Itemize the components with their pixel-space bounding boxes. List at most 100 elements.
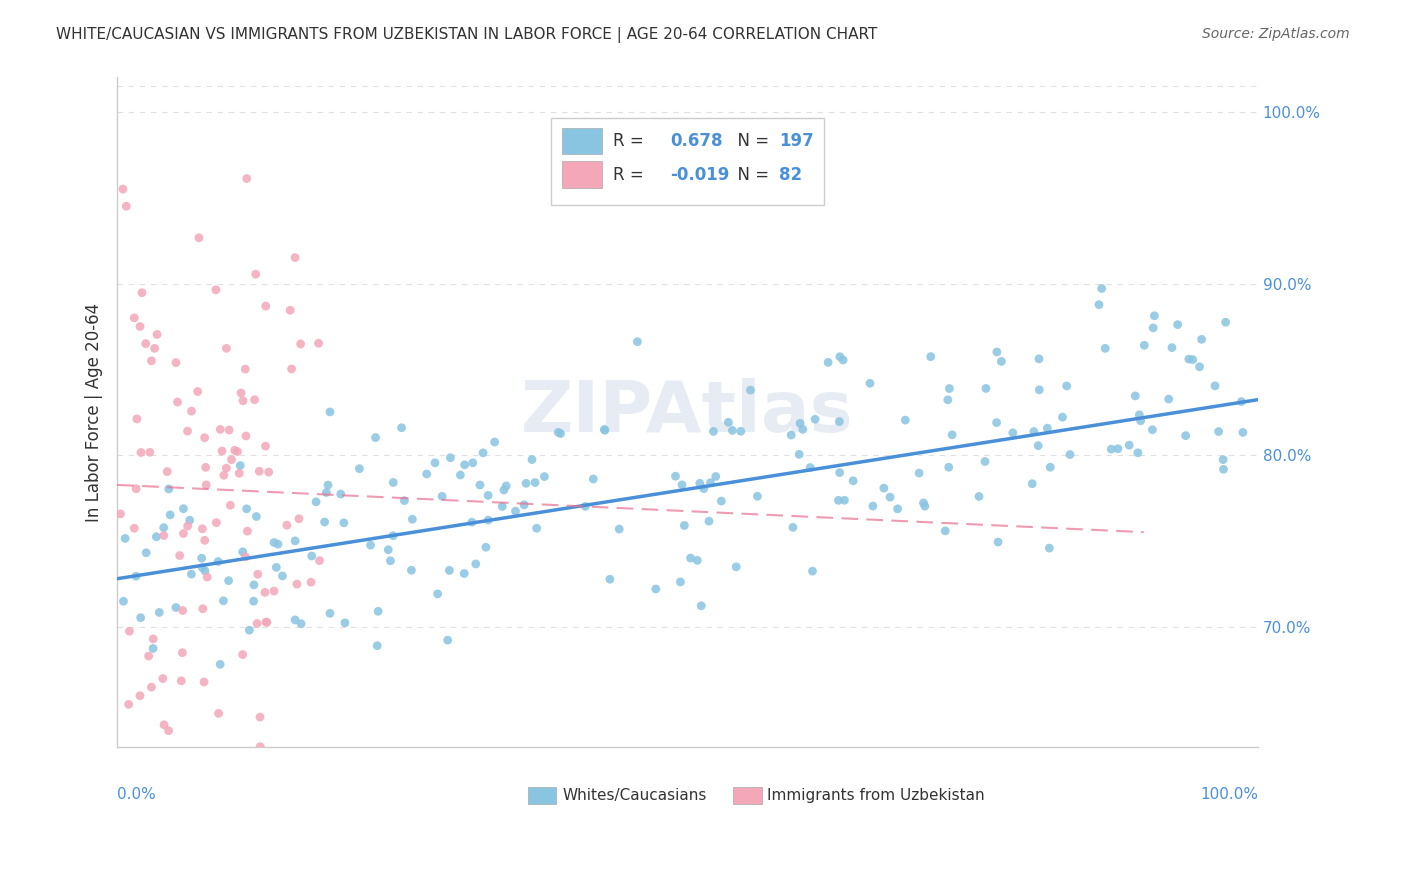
Point bbox=[195, 570, 218, 584]
Point bbox=[449, 468, 471, 483]
Point bbox=[582, 472, 605, 486]
Point bbox=[828, 466, 851, 480]
Point bbox=[721, 424, 744, 438]
Point bbox=[278, 303, 301, 318]
Bar bbox=[562, 161, 602, 188]
Point bbox=[152, 672, 174, 686]
Point bbox=[673, 518, 696, 533]
Point bbox=[423, 456, 446, 470]
Point bbox=[436, 633, 458, 648]
Point bbox=[207, 554, 229, 568]
Point bbox=[787, 447, 810, 461]
Point bbox=[263, 535, 285, 549]
Point bbox=[129, 319, 152, 334]
Point bbox=[207, 706, 229, 721]
Point bbox=[801, 564, 824, 578]
Point bbox=[125, 482, 148, 496]
Text: 0.0%: 0.0% bbox=[117, 788, 156, 803]
Point bbox=[191, 601, 214, 615]
Point bbox=[710, 494, 733, 508]
Point bbox=[1026, 439, 1049, 453]
Point bbox=[138, 648, 160, 663]
Point bbox=[599, 572, 621, 586]
Point bbox=[243, 392, 266, 407]
Point bbox=[1107, 442, 1129, 456]
Point bbox=[276, 518, 298, 533]
Point bbox=[194, 533, 217, 548]
Point bbox=[725, 559, 748, 574]
Point bbox=[218, 574, 240, 588]
Point bbox=[284, 533, 307, 548]
Point bbox=[1232, 425, 1254, 440]
Point bbox=[1161, 341, 1184, 355]
Point bbox=[593, 423, 616, 437]
Point bbox=[157, 723, 180, 738]
Point bbox=[974, 454, 997, 468]
Point bbox=[1208, 425, 1230, 439]
Point bbox=[1212, 452, 1234, 467]
Point bbox=[862, 499, 884, 513]
Point bbox=[146, 327, 169, 342]
Point bbox=[159, 508, 181, 522]
Point bbox=[495, 479, 517, 493]
Point bbox=[280, 362, 302, 376]
Point bbox=[377, 542, 399, 557]
Point bbox=[1099, 442, 1122, 457]
Point bbox=[115, 199, 138, 213]
Point bbox=[180, 567, 202, 582]
Point bbox=[484, 435, 506, 450]
Point bbox=[1215, 315, 1237, 329]
Point bbox=[110, 507, 132, 521]
Point bbox=[986, 416, 1008, 430]
Point bbox=[1123, 389, 1146, 403]
Point bbox=[679, 551, 702, 566]
Point bbox=[1181, 352, 1204, 367]
Point bbox=[464, 557, 486, 571]
Point bbox=[194, 564, 217, 578]
Point bbox=[301, 549, 323, 563]
Point bbox=[173, 526, 195, 541]
Point bbox=[426, 587, 449, 601]
Point bbox=[267, 537, 290, 551]
Point bbox=[172, 603, 194, 617]
Point bbox=[165, 356, 187, 370]
Point bbox=[235, 171, 257, 186]
Text: Source: ZipAtlas.com: Source: ZipAtlas.com bbox=[1202, 27, 1350, 41]
Point bbox=[886, 501, 908, 516]
Point bbox=[730, 424, 752, 438]
Point bbox=[180, 404, 202, 418]
Point bbox=[547, 425, 569, 440]
Point bbox=[215, 342, 238, 356]
Point bbox=[1157, 392, 1180, 406]
Point bbox=[329, 487, 352, 501]
Point bbox=[124, 310, 146, 325]
Text: ZIPAtlas: ZIPAtlas bbox=[522, 378, 853, 447]
Point bbox=[626, 334, 648, 349]
Point bbox=[209, 422, 232, 436]
Point bbox=[238, 623, 260, 637]
Point bbox=[179, 513, 201, 527]
Point bbox=[912, 496, 935, 510]
Point bbox=[524, 475, 547, 490]
Point bbox=[920, 350, 942, 364]
Point bbox=[111, 182, 134, 196]
Point bbox=[366, 639, 388, 653]
Point bbox=[1021, 476, 1043, 491]
Point bbox=[256, 615, 278, 630]
Point bbox=[1052, 410, 1074, 425]
Point bbox=[789, 417, 811, 431]
Point bbox=[1094, 342, 1116, 356]
Point bbox=[1143, 309, 1166, 323]
Point bbox=[114, 532, 136, 546]
Point bbox=[1091, 281, 1114, 295]
Point bbox=[520, 452, 543, 467]
Point bbox=[1188, 359, 1211, 374]
Point bbox=[477, 513, 499, 527]
Point bbox=[780, 428, 803, 442]
Point bbox=[135, 546, 157, 560]
Point bbox=[550, 426, 572, 441]
Point bbox=[233, 362, 256, 376]
Point bbox=[914, 499, 936, 513]
Point bbox=[224, 443, 246, 458]
Point bbox=[1174, 428, 1197, 442]
